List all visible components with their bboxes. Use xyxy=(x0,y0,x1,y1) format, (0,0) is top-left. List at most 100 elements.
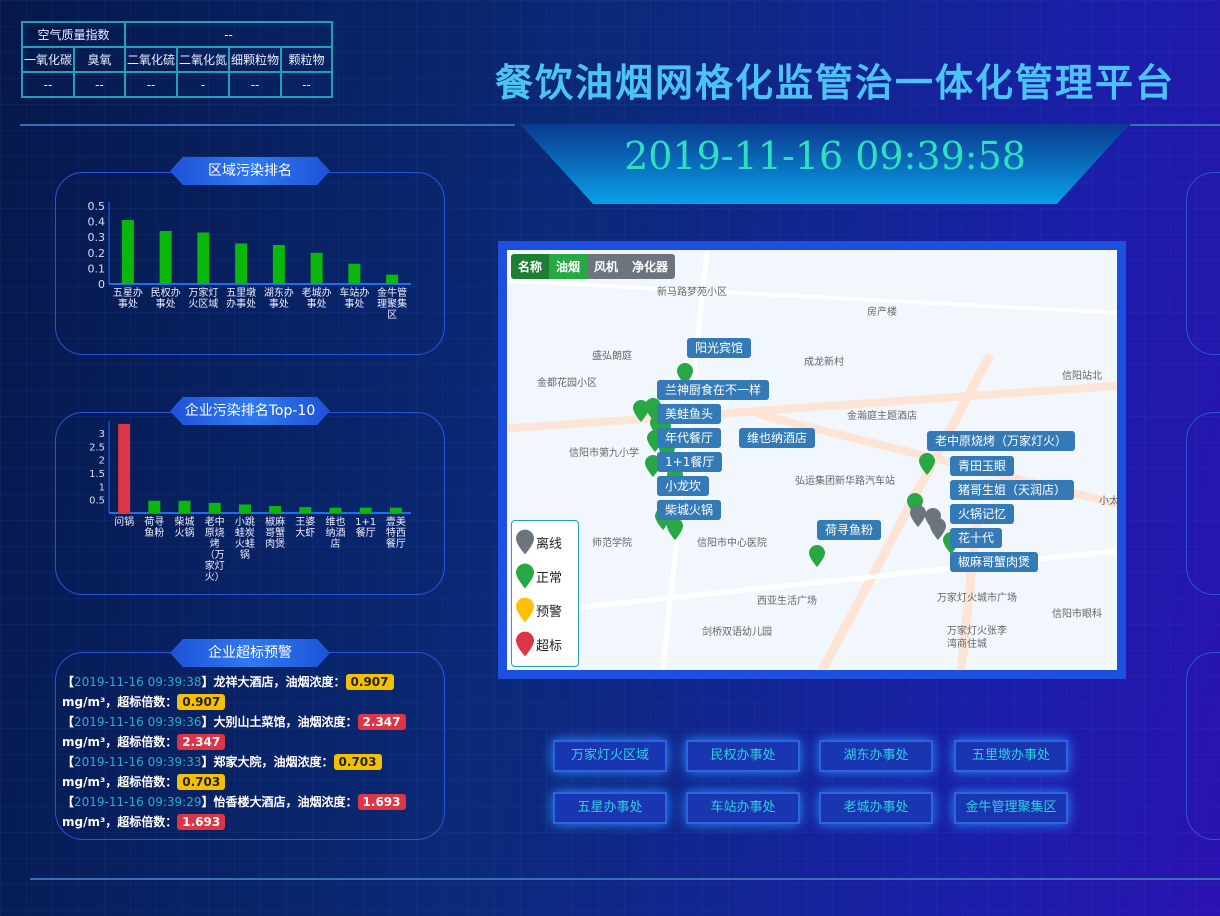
bar[interactable] xyxy=(348,263,361,284)
alert-time: 2019-11-16 09:39:29 xyxy=(74,795,202,809)
map-tab[interactable]: 名称 xyxy=(511,254,550,279)
map-marker-label[interactable]: 小龙坎 xyxy=(657,476,710,496)
region-ranking-panel: 0 0.1 0.2 0.3 0.4 0.5 五星办事处 民权办事处 万家灯火区域 五里墩办事处 湖东… xyxy=(55,172,445,355)
map-marker-label[interactable]: 年代餐厅 xyxy=(657,428,722,448)
y-tick-label: 0.3 xyxy=(88,231,106,244)
region-button[interactable]: 万家灯火区域 xyxy=(553,740,667,772)
page-title: 餐饮油烟网格化监管治一体化管理平台 xyxy=(495,61,1176,105)
alert-unit: mg/m³，超标倍数： xyxy=(62,695,178,709)
bar[interactable] xyxy=(272,245,285,284)
map-marker-pin-icon[interactable] xyxy=(910,505,926,527)
bar[interactable] xyxy=(148,500,161,513)
ratio-badge: 1.693 xyxy=(177,814,226,830)
map-marker-pin-icon[interactable] xyxy=(677,363,693,385)
aqi-label: 空气质量指数 xyxy=(20,21,127,48)
map-marker-label[interactable]: 花十代 xyxy=(950,528,1003,548)
map-frame: 名称 油烟 风机 净化器 离线 正常 预警 超标 新马路梦苑小区 房产楼 盛弘朗庭 成龙新村 金都花… xyxy=(498,241,1126,679)
aqi-column-value: -- xyxy=(280,71,334,98)
map-marker-pin-icon[interactable] xyxy=(633,400,649,422)
y-tick-label: 0.5 xyxy=(88,200,106,213)
bar[interactable] xyxy=(386,274,399,284)
x-tick-label: 荷寻鱼粉 xyxy=(144,517,165,539)
alerts-list[interactable]: 【2019-11-16 09:39:38】龙祥大酒店，油烟浓度： 0.907 mg/… xyxy=(62,672,440,832)
bar[interactable] xyxy=(359,507,372,513)
bar[interactable] xyxy=(121,220,134,284)
bar[interactable] xyxy=(118,423,131,513)
divider xyxy=(1130,124,1220,126)
alert-item[interactable]: 【2019-11-16 09:39:38】龙祥大酒店，油烟浓度： 0.907 mg/… xyxy=(62,672,440,712)
bar[interactable] xyxy=(208,502,221,513)
map-marker-label[interactable]: 兰神厨食在不一样 xyxy=(657,380,770,400)
map[interactable]: 名称 油烟 风机 净化器 离线 正常 预警 超标 新马路梦苑小区 房产楼 盛弘朗庭 成龙新村 金都花… xyxy=(507,250,1117,670)
map-tab[interactable]: 净化器 xyxy=(625,254,676,279)
map-marker-label[interactable]: 青田玉眼 xyxy=(950,456,1015,476)
alert-item[interactable]: 【2019-11-16 09:39:33】郑家大院，油烟浓度： 0.703 mg/m… xyxy=(62,752,440,792)
region-button[interactable]: 车站办事处 xyxy=(686,792,800,824)
alert-time: 2019-11-16 09:39:33 xyxy=(74,755,202,769)
bar[interactable] xyxy=(159,230,172,284)
bar[interactable] xyxy=(269,506,282,513)
x-tick-label: 湖东办事处 xyxy=(263,288,294,310)
map-layer-tabs: 名称 油烟 风机 净化器 xyxy=(511,254,676,279)
map-marker-label[interactable]: 椒麻哥蟹肉煲 xyxy=(950,552,1039,572)
concentration-badge: 0.907 xyxy=(345,674,394,690)
map-marker-label[interactable]: 柴城火锅 xyxy=(657,500,722,520)
map-marker-pin-icon[interactable] xyxy=(930,518,946,540)
right-panel xyxy=(1186,652,1220,840)
map-tab[interactable]: 风机 xyxy=(587,254,626,279)
aqi-column-header: 一氧化碳 xyxy=(20,46,76,73)
region-button[interactable]: 金牛管理聚集区 xyxy=(954,792,1068,824)
map-marker-label[interactable]: 维也纳酒店 xyxy=(739,428,816,448)
region-button[interactable]: 民权办事处 xyxy=(686,740,800,772)
legend-item: 超标 xyxy=(516,627,574,661)
map-marker-label[interactable]: 荷寻鱼粉 xyxy=(817,520,882,540)
map-place-label: 西亚生活广场 xyxy=(757,596,817,607)
clock-banner xyxy=(520,124,1130,204)
bar[interactable] xyxy=(235,243,248,284)
map-marker-pin-icon[interactable] xyxy=(919,453,935,475)
legend-label: 超标 xyxy=(536,638,563,654)
map-marker-label[interactable]: 老中原烧烤（万家灯火） xyxy=(927,431,1076,451)
bar[interactable] xyxy=(197,232,210,284)
aqi-column-value: -- xyxy=(20,71,76,98)
right-panel xyxy=(1186,172,1220,355)
region-button[interactable]: 湖东办事处 xyxy=(819,740,933,772)
x-tick-label: 1+1餐厅 xyxy=(355,517,377,539)
alert-name: 怡香楼大酒店 xyxy=(213,795,286,809)
map-tab[interactable]: 油烟 xyxy=(549,254,588,279)
alert-item[interactable]: 【2019-11-16 09:39:29】怡香楼大酒店，油烟浓度： 1.693 mg… xyxy=(62,792,440,832)
map-place-label: 成龙新村 xyxy=(804,357,844,368)
map-place-label: 信阳市中心医院 xyxy=(697,538,767,549)
bar[interactable] xyxy=(178,500,191,513)
legend-item: 正常 xyxy=(516,559,574,593)
enterprise-ranking-panel: 0.5 1 1.5 2 2.5 3 问锅 荷寻鱼粉 柴城火锅 老中原烧烤（万家灯火） 小跳蛙炭火蛙锅… xyxy=(55,412,445,595)
y-tick-label: 1.5 xyxy=(89,469,105,480)
bar[interactable] xyxy=(238,504,251,513)
map-marker-label[interactable]: 猪哥生姐（天润店） xyxy=(950,480,1075,500)
region-button[interactable]: 五里墩办事处 xyxy=(954,740,1068,772)
aqi-column-value: -- xyxy=(73,71,127,98)
region-button[interactable]: 五星办事处 xyxy=(553,792,667,824)
bar[interactable] xyxy=(389,507,402,513)
alert-item[interactable]: 【2019-11-16 09:39:36】大别山土菜馆，油烟浓度： 2.347 mg… xyxy=(62,712,440,752)
map-place-label: 剑桥双语幼儿园 xyxy=(702,627,772,638)
bar[interactable] xyxy=(329,507,342,513)
region-button[interactable]: 老城办事处 xyxy=(819,792,933,824)
concentration-badge: 2.347 xyxy=(357,714,406,730)
map-place-label: 信阳市眼科 xyxy=(1052,609,1102,620)
map-marker-pin-icon[interactable] xyxy=(809,545,825,567)
air-quality-table: 空气质量指数 -- 一氧化碳 臭氧 二氧化硫 二氧化氮 细颗粒物 颗粒物 -- -- -- - -- -… xyxy=(20,21,334,98)
map-marker-pin-icon[interactable] xyxy=(667,518,683,540)
alert-unit: mg/m³，超标倍数： xyxy=(62,735,178,749)
map-marker-label[interactable]: 美蛙鱼头 xyxy=(657,404,722,424)
bar[interactable] xyxy=(299,507,312,513)
x-tick-label: 问锅 xyxy=(114,517,135,528)
map-place-label: 金都花园小区 xyxy=(537,378,597,389)
map-marker-label[interactable]: 阳光宾馆 xyxy=(687,338,752,358)
map-marker-label[interactable]: 1+1餐厅 xyxy=(657,452,723,472)
map-marker-label[interactable]: 火锅记忆 xyxy=(950,504,1015,524)
map-pin-icon xyxy=(516,597,534,623)
bar[interactable] xyxy=(310,252,323,284)
x-tick-label: 五星办事处 xyxy=(112,288,143,310)
right-panel xyxy=(1186,412,1220,595)
